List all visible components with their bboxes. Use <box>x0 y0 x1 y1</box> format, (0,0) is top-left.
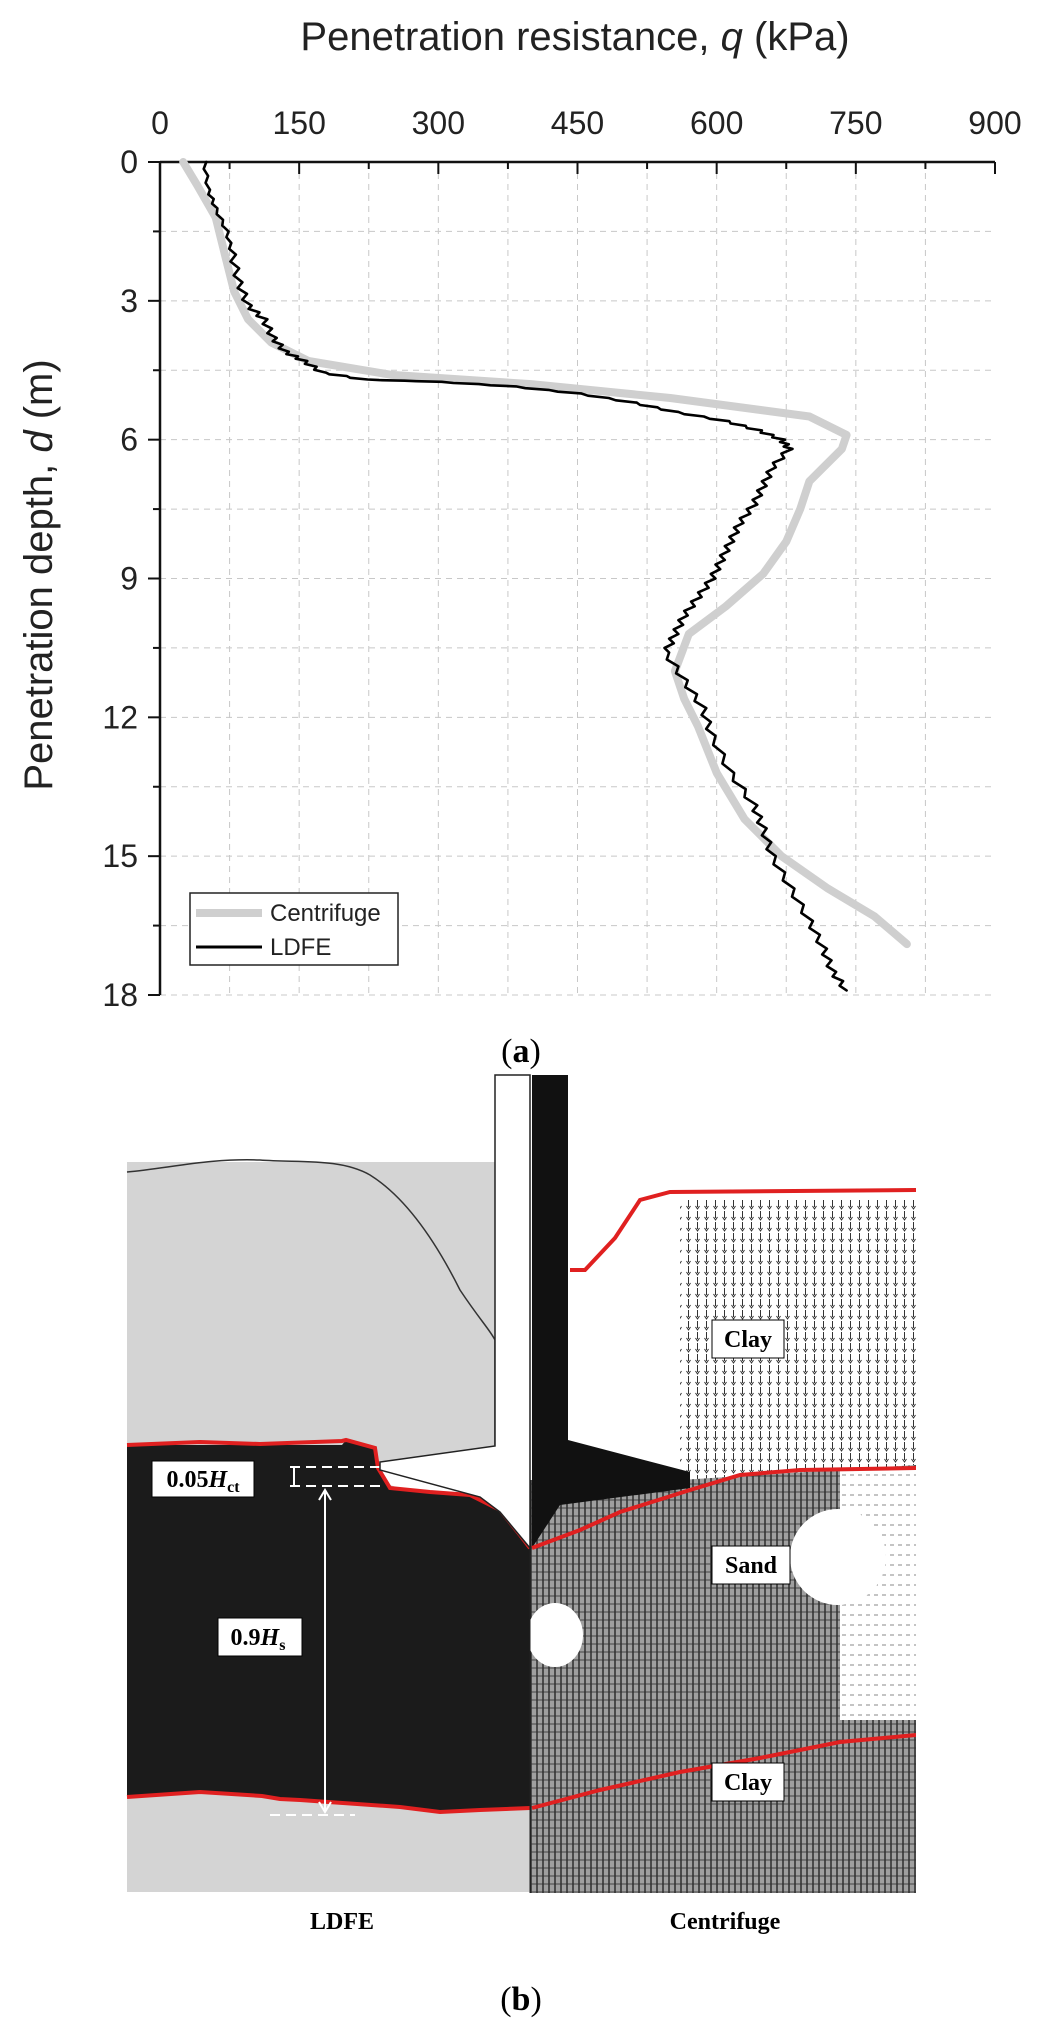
centrifuge-side: Clay Sand Clay <box>530 1075 916 1893</box>
label-clay-top: Clay <box>711 1319 785 1359</box>
x-tick-label: 0 <box>151 105 169 141</box>
svg-text:0.9Hs: 0.9Hs <box>231 1625 286 1654</box>
ticks: 0 150 300 450 600 750 900 0 3 6 9 12 15 18 <box>102 105 1021 1013</box>
label-centrifuge: Centrifuge <box>670 1909 781 1935</box>
pile-cone-centrifuge <box>532 1075 690 1548</box>
series-line-centrifuge <box>179 158 911 949</box>
dim-label-09hs: 0.9Hs <box>217 1617 303 1657</box>
svg-text:0.05Hct: 0.05Hct <box>166 1467 240 1496</box>
svg-text:Clay: Clay <box>724 1327 772 1353</box>
label-clay-bottom: Clay <box>711 1762 785 1802</box>
y-tick-label: 0 <box>120 144 138 180</box>
x-tick-label: 900 <box>968 105 1021 141</box>
legend-label-ldfe: LDFE <box>270 934 331 961</box>
ldfe-side: 0.05Hct 0.9Hs <box>126 1090 532 1892</box>
y-tick-label: 18 <box>102 977 138 1013</box>
x-tick-label: 600 <box>690 105 743 141</box>
centrifuge-top-boundary <box>570 1188 916 1272</box>
void-right <box>790 1509 886 1605</box>
svg-text:Clay: Clay <box>724 1770 772 1796</box>
ldfe-heave-outline <box>126 1158 496 1445</box>
grid-lines <box>160 162 995 996</box>
legend-box <box>189 892 399 966</box>
label-sand: Sand <box>711 1545 791 1585</box>
svg-text:Sand: Sand <box>725 1553 778 1579</box>
legend: Centrifuge LDFE <box>189 892 399 966</box>
dim-label-005hct: 0.05Hct <box>151 1460 255 1498</box>
label-ldfe: LDFE <box>310 1909 374 1935</box>
series-line-ldfe <box>202 160 848 992</box>
ldfe-sand-layer <box>127 1440 530 1812</box>
dimension-markers <box>270 1466 380 1816</box>
centrifuge-sand-top <box>531 1466 916 1550</box>
series-lines <box>179 158 911 992</box>
y-tick-label: 9 <box>120 561 138 597</box>
x-tick-label: 750 <box>829 105 882 141</box>
deformation-schematic: 0.05Hct 0.9Hs <box>126 1074 916 2018</box>
y-axis-title: Penetration depth, d (m) <box>17 359 61 790</box>
x-tick-label: 450 <box>551 105 604 141</box>
y-tick-label: 3 <box>120 283 138 319</box>
y-tick-label: 6 <box>120 422 138 458</box>
panel-b-caption: (b) <box>500 1981 542 2018</box>
x-tick-label: 150 <box>272 105 325 141</box>
y-tick-label: 12 <box>102 699 138 735</box>
x-tick-label: 300 <box>412 105 465 141</box>
x-axis-title: Penetration resistance, q (kPa) <box>300 15 849 59</box>
penetration-chart: Penetration resistance, q (kPa) Penetrat… <box>17 15 1022 1070</box>
panel-a-caption: (a) <box>501 1033 541 1070</box>
y-tick-label: 15 <box>102 838 138 874</box>
void-left <box>530 1603 583 1667</box>
legend-label-centrifuge: Centrifuge <box>270 900 381 927</box>
ldfe-sand-bottom-boundary <box>126 1789 531 1815</box>
ldfe-heave-region <box>127 1090 530 1162</box>
